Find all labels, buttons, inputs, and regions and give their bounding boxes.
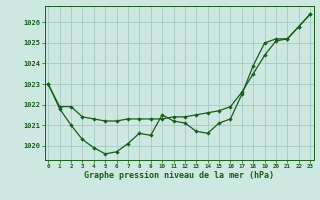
X-axis label: Graphe pression niveau de la mer (hPa): Graphe pression niveau de la mer (hPa) [84,171,274,180]
